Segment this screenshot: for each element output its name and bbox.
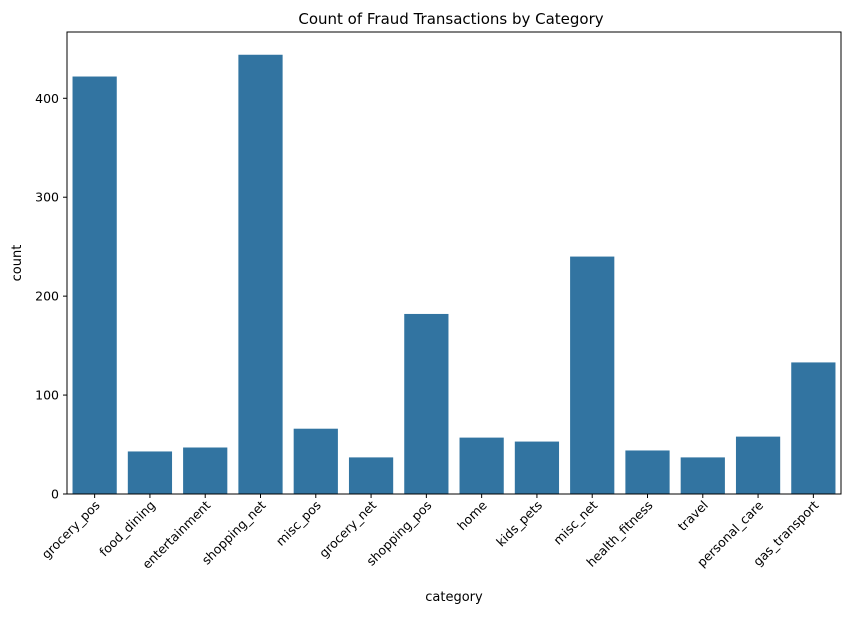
bar-kids_pets: [514, 441, 560, 494]
bar-entertainment: [183, 447, 228, 494]
bar-shopping_pos: [404, 313, 449, 494]
x-tick-label: home: [454, 497, 490, 533]
y-tick-label: 0: [51, 487, 59, 502]
x-tick-label: misc_net: [550, 497, 600, 547]
y-tick-label: 200: [35, 289, 59, 304]
bar-home: [459, 437, 504, 494]
bar-health_fitness: [625, 450, 670, 494]
bar-grocery_pos: [72, 76, 117, 495]
bar-misc_net: [570, 256, 615, 494]
x-tick-label: misc_pos: [273, 498, 324, 549]
chart-title: Count of Fraud Transactions by Category: [298, 10, 603, 28]
y-tick-label: 300: [35, 190, 59, 205]
x-tick-label: kids_pets: [493, 498, 545, 550]
y-axis-label: count: [10, 245, 25, 282]
x-tick-label: grocery_pos: [38, 498, 102, 562]
bar-food_dining: [127, 451, 173, 494]
bar-travel: [680, 457, 725, 494]
plot-frame: [66, 31, 842, 495]
bar-misc_pos: [293, 428, 338, 494]
bar-shopping_net: [238, 54, 283, 494]
x-axis-label: category: [425, 590, 483, 605]
x-tick-label: travel: [675, 498, 711, 534]
y-tick-label: 400: [35, 91, 59, 106]
bar-gas_transport: [791, 362, 836, 494]
bar-personal_care: [735, 436, 781, 494]
y-tick-label: 100: [35, 388, 59, 403]
bar-grocery_net: [348, 457, 394, 494]
